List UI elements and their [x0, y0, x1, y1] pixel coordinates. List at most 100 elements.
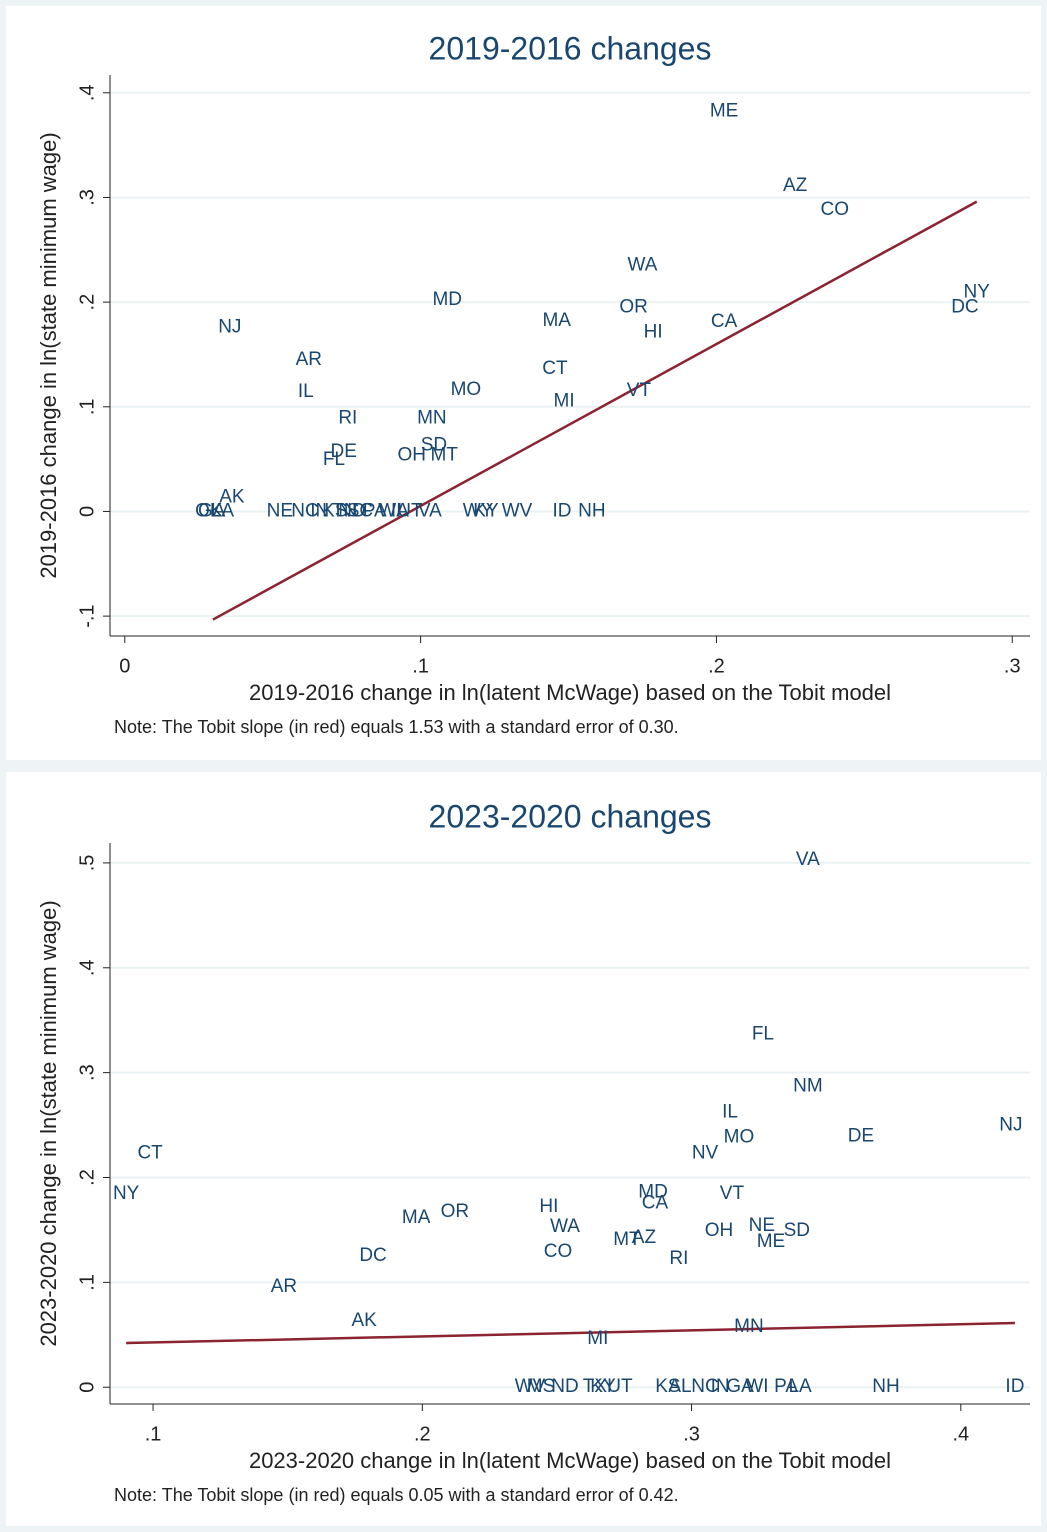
point-label: UT [397, 500, 423, 521]
point-label: AR [271, 1276, 297, 1297]
fit-line [212, 200, 978, 621]
point-label: MN [417, 407, 447, 428]
panel [6, 772, 1041, 1526]
chart: 2023-2020 changes 0 .1 .2 .3 .4 .5 .1 .2 .3 .4 2023… [36, 798, 1030, 1505]
x-axis-label: 2023-2020 change in ln(latent McWage) ba… [249, 1448, 891, 1473]
point-label: MD [432, 289, 462, 310]
point-label: OK [195, 500, 223, 521]
point-label: MA [542, 310, 571, 331]
point-label: GA [198, 500, 226, 521]
point-label: VT [627, 380, 652, 401]
point-label: ME [710, 101, 739, 122]
point-label: NC [691, 1376, 718, 1397]
point-label: ID [553, 500, 572, 521]
point-label: AK [219, 486, 245, 507]
point-label: NE [749, 1215, 775, 1236]
y-tick-label: .2 [76, 1169, 98, 1186]
x-tick-label: .1 [145, 1423, 162, 1445]
point-label: NE [267, 500, 293, 521]
x-tick-label: .2 [708, 655, 725, 677]
point-label: CT [542, 358, 568, 379]
point-label: MI [554, 391, 575, 412]
point-label: KY [590, 1376, 616, 1397]
point-label: CA [711, 311, 738, 332]
y-tick-label: .2 [76, 294, 98, 311]
x-axis-label: 2019-2016 change in ln(latent McWage) ba… [249, 680, 891, 705]
point-label: VT [720, 1183, 745, 1204]
x-tick-label: .4 [952, 1423, 969, 1445]
point-label: DC [951, 296, 978, 317]
point-label: AZ [783, 175, 808, 196]
point-label: AK [351, 1310, 377, 1331]
x-tick-label: .1 [412, 655, 429, 677]
x-tick-label: .3 [683, 1423, 700, 1445]
point-label: CT [137, 1143, 163, 1164]
y-tick-label: .1 [76, 1274, 98, 1291]
point-label: PA [774, 1376, 798, 1397]
point-label: AR [296, 349, 322, 370]
point-label: AZ [632, 1227, 657, 1248]
y-tick-label: .4 [76, 84, 98, 101]
point-label: IN [711, 1376, 730, 1397]
point-label: IL [298, 381, 314, 402]
point-label: MO [451, 379, 482, 400]
point-label: NJ [218, 316, 241, 337]
point-label: HI [644, 321, 663, 342]
point-label: NC [291, 500, 318, 521]
point-label: DE [330, 441, 356, 462]
chart-title: 2023-2020 changes [429, 798, 712, 834]
point-label: NH [872, 1376, 899, 1397]
point-label: MO [724, 1127, 755, 1148]
x-tick-label: .2 [414, 1423, 431, 1445]
point-label: AL [668, 1376, 691, 1397]
point-label: WY [463, 500, 494, 521]
point-label: LA [211, 500, 235, 521]
point-label: TX [583, 1376, 608, 1397]
point-label: IN [310, 500, 329, 521]
point-label: NY [113, 1183, 140, 1204]
point-label: VA [796, 849, 820, 870]
note: Note: The Tobit slope (in red) equals 0.… [114, 1485, 679, 1505]
point-label: NJ [999, 1115, 1022, 1136]
point-label: OH [397, 444, 426, 465]
y-tick-label: .4 [76, 959, 98, 976]
y-tick-label: 0 [76, 506, 98, 517]
point-label: TN [332, 500, 357, 521]
point-label: MD [638, 1182, 668, 1203]
point-label: SD [421, 435, 447, 456]
point-label: LA [788, 1376, 812, 1397]
point-label: ME [757, 1231, 786, 1252]
x-tick-label: 0 [119, 655, 130, 677]
point-label: OH [705, 1220, 734, 1241]
point-label: MT [431, 444, 459, 465]
point-label: DE [848, 1126, 874, 1147]
point-label: UT [607, 1376, 633, 1397]
point-label: ID [1005, 1376, 1024, 1397]
point-label: FL [323, 449, 345, 470]
point-label: WA [628, 255, 658, 276]
panel [6, 6, 1041, 760]
y-tick-label: .3 [76, 1064, 98, 1081]
point-label: MN [734, 1316, 764, 1337]
point-label: KS [322, 500, 347, 521]
point-label: CO [821, 199, 850, 220]
fit-line [126, 1321, 1015, 1345]
chart-title: 2019-2016 changes [429, 30, 712, 66]
point-label: SD [784, 1220, 810, 1241]
point-label: NH [578, 500, 605, 521]
point-label: VA [418, 500, 442, 521]
x-tick-label: .3 [1004, 655, 1021, 677]
y-tick-label: 0 [76, 1382, 98, 1393]
point-label: OR [619, 296, 648, 317]
point-label: KS [655, 1376, 680, 1397]
chart: 2019-2016 changes -.1 0 .1 .2 .3 .4 0 .1 .2 .3 2019… [36, 30, 1030, 737]
point-label: IL [722, 1102, 738, 1123]
y-tick-label: -.1 [76, 604, 98, 627]
point-label: MT [613, 1229, 641, 1250]
point-label: SC [347, 500, 373, 521]
point-label: NV [692, 1143, 719, 1164]
point-label: OR [441, 1201, 470, 1222]
point-label: MS [527, 1376, 556, 1397]
point-label: WV [502, 500, 533, 521]
